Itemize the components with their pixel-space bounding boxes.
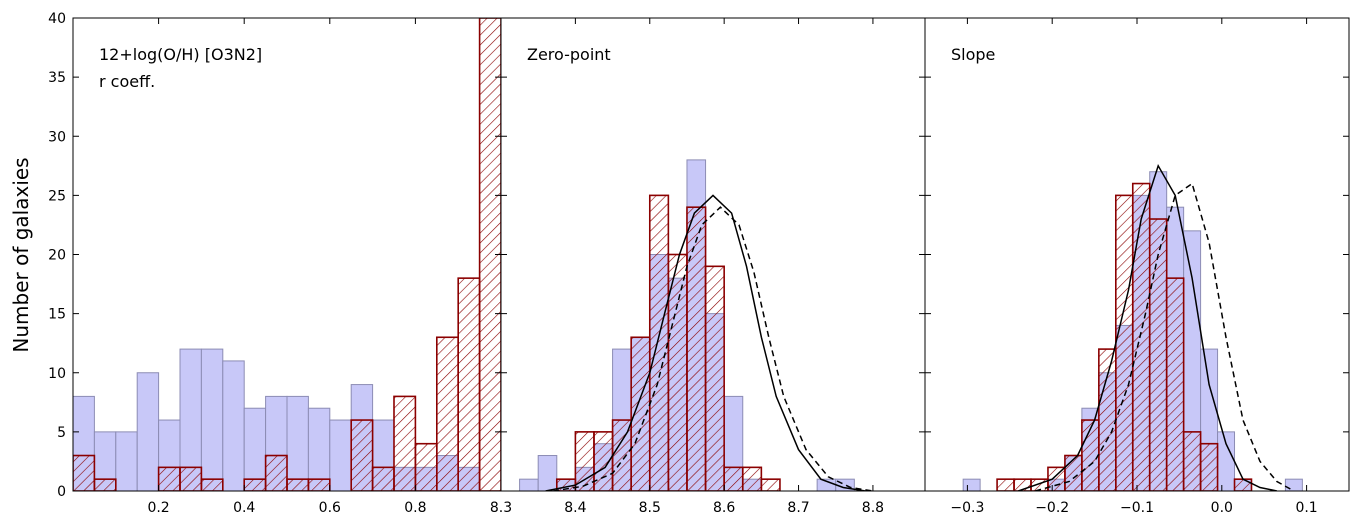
panel-label: r coeff.: [99, 72, 155, 91]
x-tick-label: 0.4: [233, 500, 255, 516]
x-tick-label: 0.2: [147, 500, 169, 516]
blue-bar: [222, 360, 245, 491]
blue-bar: [537, 455, 558, 491]
plot-area: [519, 159, 874, 491]
solid-fit-curve: [545, 194, 866, 491]
y-tick-label: 15: [48, 307, 66, 323]
y-tick-label: 5: [57, 425, 66, 441]
panel-3: −0.3 −0.2 −0.1 0.0 0.1 Slope: [924, 17, 1350, 516]
red-hatched-bar: [704, 265, 725, 491]
x-tick-label: 0.6: [319, 500, 341, 516]
red-hatched-bar: [574, 431, 595, 491]
y-tick-label: 10: [48, 366, 66, 382]
red-hatched-bar: [1182, 431, 1202, 491]
dashed-fit-curve: [552, 206, 874, 491]
x-tick-label: 0.0: [1211, 500, 1233, 516]
y-axis-label: Number of galaxies: [9, 157, 33, 352]
y-tick-label: 20: [48, 248, 66, 264]
blue-bar: [115, 431, 138, 491]
panel-label: 12+log(O/H) [O3N2]: [99, 45, 262, 64]
red-hatched-bar: [414, 442, 438, 491]
red-hatched-bar: [996, 478, 1015, 491]
x-tick-label: 8.5: [639, 500, 661, 516]
blue-bar: [1284, 478, 1303, 491]
y-tick-label: 0: [57, 484, 66, 500]
x-tick-label: 8.7: [787, 500, 809, 516]
red-hatched-bar: [73, 454, 96, 491]
red-hatched-bar: [741, 466, 763, 491]
red-hatched-bar: [264, 454, 288, 491]
x-tick-label: 8.4: [564, 500, 586, 516]
red-hatched-bar: [648, 194, 670, 491]
y-tick-label: 25: [48, 188, 66, 204]
panel-1: 0.2 0.4 0.6 0.8 12+log(O/H) [O3N2] r coeff.: [72, 17, 502, 516]
red-hatched-bar: [1081, 419, 1100, 491]
red-hatched-bar: [435, 336, 459, 491]
red-hatched-bar: [1115, 194, 1134, 491]
red-hatched-bar: [1098, 348, 1117, 491]
red-hatched-bar: [350, 419, 374, 491]
red-hatched-bar: [243, 478, 267, 491]
red-hatched-bar: [686, 206, 707, 491]
red-hatched-bar: [1064, 454, 1083, 491]
x-tick-label: 8.3: [490, 500, 512, 516]
plot-area: [962, 163, 1303, 491]
y-tick-label: 30: [48, 129, 66, 145]
solid-fit-curve: [1018, 163, 1278, 491]
y-tick-label: 35: [48, 70, 66, 86]
red-hatched-bar: [157, 466, 181, 491]
blue-bar: [200, 348, 224, 491]
red-hatched-bar: [93, 478, 117, 491]
red-hatched-bar: [593, 431, 614, 491]
red-hatched-bar: [1199, 442, 1219, 491]
red-hatched-bar: [1233, 478, 1253, 491]
red-hatched-bar: [307, 478, 331, 491]
x-tick-label: 8.8: [862, 500, 884, 516]
blue-bar: [136, 372, 160, 491]
x-tick-label: 0.1: [1295, 500, 1317, 516]
blue-bar: [519, 478, 539, 491]
red-hatched-bar: [1148, 218, 1168, 491]
blue-bar: [286, 395, 309, 491]
blue-bar: [329, 419, 352, 491]
red-hatched-bar: [179, 466, 203, 491]
x-tick-label: −0.1: [1120, 500, 1154, 516]
x-tick-label: 8.6: [713, 500, 735, 516]
red-hatched-bar: [723, 466, 744, 491]
red-hatched-bar: [286, 478, 310, 491]
panel-label: Slope: [951, 45, 995, 64]
red-hatched-bar: [1131, 182, 1151, 491]
red-hatched-bar: [760, 478, 781, 491]
red-hatched-bar: [1165, 277, 1185, 491]
x-tick-label: 0.8: [404, 500, 426, 516]
red-hatched-bar: [457, 277, 481, 491]
blue-bar: [962, 478, 981, 491]
blue-bar: [1217, 431, 1236, 491]
red-hatched-bar: [393, 395, 417, 491]
x-tick-label: −0.2: [1035, 500, 1069, 516]
red-hatched-bar: [371, 466, 395, 491]
x-tick-label: −0.3: [950, 500, 984, 516]
panel-2: 8.3 8.4 8.5 8.6 8.7 8.8 Zero-point: [490, 17, 926, 516]
red-hatched-bar: [200, 478, 224, 491]
y-tick-label: 40: [48, 11, 66, 27]
panel-label: Zero-point: [527, 45, 611, 64]
